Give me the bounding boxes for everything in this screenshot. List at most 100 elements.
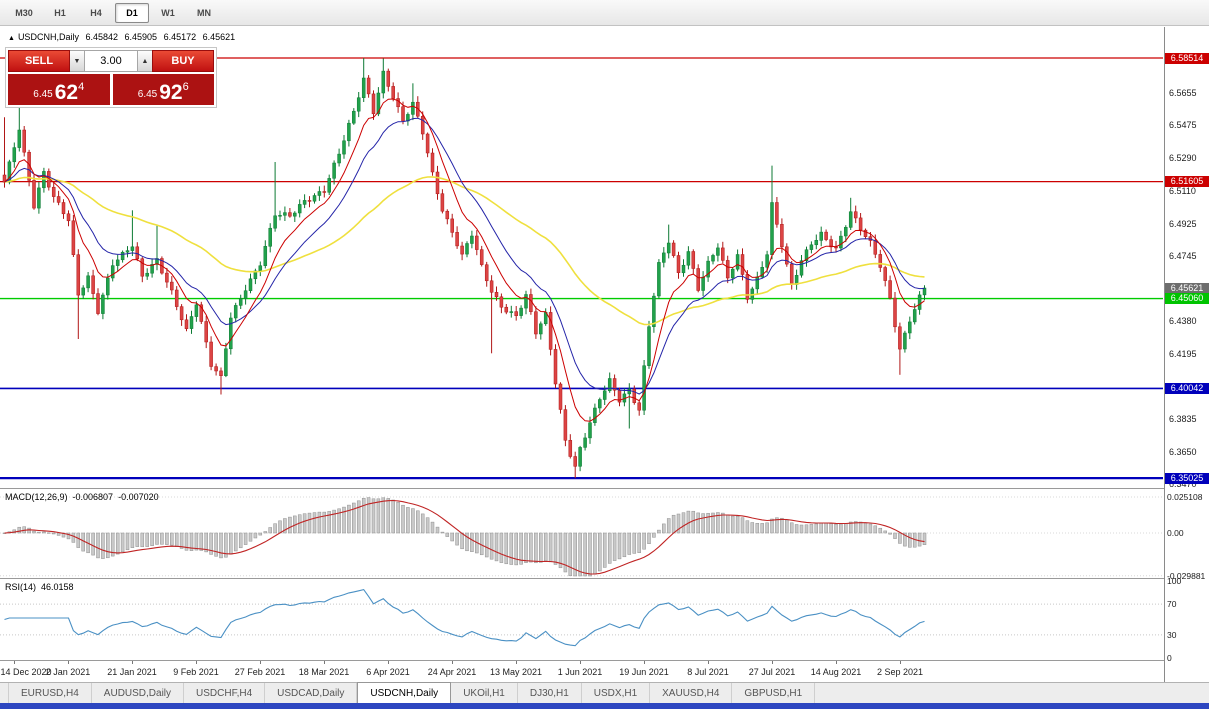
chart-tab-usdchf-h4[interactable]: USDCHF,H4 xyxy=(184,683,266,703)
rsi-tick-label: 100 xyxy=(1167,576,1182,586)
price-tick-label: 6.4380 xyxy=(1169,316,1197,326)
date-tick xyxy=(260,661,261,664)
timeframe-button-d1[interactable]: D1 xyxy=(115,2,149,23)
chart-tab-audusd-daily[interactable]: AUDUSD,Daily xyxy=(92,683,185,703)
date-tick xyxy=(14,661,15,664)
date-label: 1 Jun 2021 xyxy=(557,667,603,677)
taskbar-strip xyxy=(0,703,1209,709)
candle xyxy=(150,258,154,278)
candle xyxy=(263,240,268,269)
candle xyxy=(307,196,312,208)
chart-tab-usdx-h1[interactable]: USDX,H1 xyxy=(582,683,651,703)
candle xyxy=(430,148,435,176)
candle xyxy=(386,68,391,92)
volume-input[interactable]: 3.00 xyxy=(84,50,138,72)
candle xyxy=(411,83,415,121)
chart-tab-gbpusd-h1[interactable]: GBPUSD,H1 xyxy=(732,683,816,703)
candle xyxy=(755,271,760,295)
ask-price-box[interactable]: 6.45 92 6 xyxy=(112,74,214,105)
price-level-label: 6.51605 xyxy=(1165,176,1209,187)
candle xyxy=(66,210,71,227)
candle xyxy=(174,286,179,311)
timeframe-button-mn[interactable]: MN xyxy=(197,7,211,18)
sell-button[interactable]: SELL xyxy=(8,50,70,72)
candle xyxy=(721,241,725,264)
date-tick xyxy=(644,661,645,664)
candle xyxy=(681,259,686,277)
date-tick xyxy=(836,661,837,664)
chart-tab-ukoil-h1[interactable]: UKOil,H1 xyxy=(451,683,518,703)
candle xyxy=(332,160,336,185)
candle xyxy=(780,218,784,253)
candle xyxy=(120,250,125,263)
candle xyxy=(435,165,440,200)
rsi-value: 46.0158 xyxy=(41,582,74,592)
candle xyxy=(347,119,351,147)
candle xyxy=(671,240,676,258)
chart-area[interactable]: ▲ USDCNH,Daily 6.45842 6.45905 6.45172 6.… xyxy=(0,27,1209,682)
candle xyxy=(214,363,218,376)
date-tick xyxy=(196,661,197,664)
candle xyxy=(425,132,430,158)
candle xyxy=(539,321,543,340)
ma-slow-line xyxy=(4,176,925,326)
price-scale[interactable]: 6.5655 6.5475 6.5290 6.5110 6.4925 6.4745 6.43… xyxy=(1164,27,1209,682)
candle xyxy=(519,305,523,319)
candle xyxy=(824,229,828,242)
candle xyxy=(135,242,140,262)
macd-panel-separator[interactable] xyxy=(0,488,1209,489)
candle xyxy=(145,268,149,280)
date-label: 8 Jul 2021 xyxy=(687,667,729,677)
price-tick-label: 6.5110 xyxy=(1169,186,1196,196)
collapse-triangle-icon[interactable]: ▲ xyxy=(8,35,15,42)
chart-tab-xauusd-h4[interactable]: XAUUSD,H4 xyxy=(650,683,733,703)
candle xyxy=(106,273,110,300)
candle xyxy=(22,126,26,157)
chart-tab-eurusd-h4[interactable]: EURUSD,H4 xyxy=(8,683,92,703)
rsi-panel-chart[interactable] xyxy=(0,579,1163,660)
candle xyxy=(268,223,272,253)
timeframe-button-m30[interactable]: M30 xyxy=(15,7,33,18)
macd-label: MACD(12,26,9) -0.006807 -0.007020 xyxy=(5,492,164,502)
macd-panel-chart[interactable] xyxy=(0,489,1163,578)
rsi-tick-label: 30 xyxy=(1167,630,1177,640)
candle xyxy=(140,257,145,283)
bid-price-box[interactable]: 6.45 62 4 xyxy=(8,74,110,105)
price-chart[interactable] xyxy=(0,27,1163,488)
date-label: 6 Apr 2021 xyxy=(366,667,410,677)
volume-decrease-button[interactable]: ▼ xyxy=(70,50,84,72)
candle xyxy=(209,336,213,371)
date-axis[interactable]: 14 Dec 2020 2 Jan 2021 21 Jan 2021 9 Feb 20… xyxy=(0,661,1163,682)
volume-increase-button[interactable]: ▲ xyxy=(138,50,152,72)
candle xyxy=(189,310,194,334)
macd-signal-line xyxy=(4,499,925,575)
chart-tab-usdcnh-daily[interactable]: USDCNH,Daily xyxy=(357,682,452,703)
timeframe-button-h4[interactable]: H4 xyxy=(90,7,102,18)
buy-button[interactable]: BUY xyxy=(152,50,214,72)
candle xyxy=(125,246,130,258)
candle xyxy=(593,403,597,426)
macd-name: MACD(12,26,9) xyxy=(5,492,68,502)
price-tick-label: 6.3470 xyxy=(1169,479,1197,489)
ohlc-close: 6.45621 xyxy=(202,32,236,42)
price-tick-label: 6.4195 xyxy=(1169,349,1197,359)
chart-tab-usdcad-daily[interactable]: USDCAD,Daily xyxy=(265,683,358,703)
candle xyxy=(878,249,883,272)
candle xyxy=(258,261,263,277)
date-tick xyxy=(388,661,389,664)
price-level-label: 6.58514 xyxy=(1165,53,1209,64)
rsi-panel-separator[interactable] xyxy=(0,578,1209,579)
candle xyxy=(853,205,858,224)
candle xyxy=(509,305,514,318)
candle xyxy=(238,294,243,309)
rsi-label: RSI(14) 46.0158 xyxy=(5,582,79,592)
timeframe-button-h1[interactable]: H1 xyxy=(54,7,66,18)
candle xyxy=(494,286,499,301)
candle xyxy=(725,255,730,284)
chart-tab-dj30-h1[interactable]: DJ30,H1 xyxy=(518,683,582,703)
candle xyxy=(647,320,651,369)
candle xyxy=(632,385,637,405)
candle xyxy=(81,285,85,299)
timeframe-button-w1[interactable]: W1 xyxy=(161,7,175,18)
